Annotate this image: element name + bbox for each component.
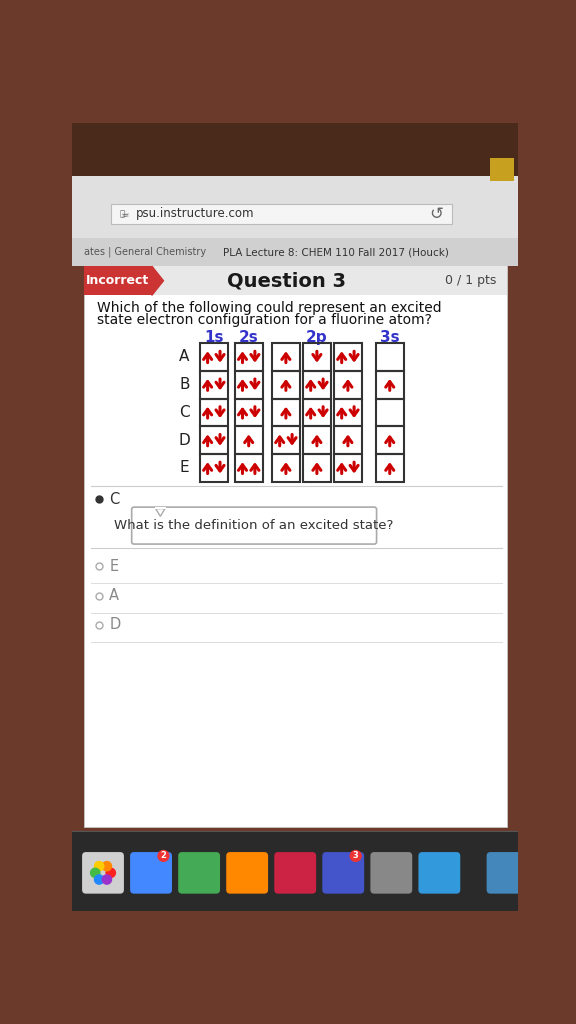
Bar — [272, 398, 300, 426]
Bar — [72, 176, 518, 238]
Bar — [334, 371, 362, 398]
Text: Which of the following could represent an excited: Which of the following could represent a… — [97, 301, 441, 314]
Text: ☕: ☕ — [120, 209, 129, 219]
Bar — [334, 343, 362, 371]
Circle shape — [106, 868, 115, 878]
Bar — [303, 371, 331, 398]
Text: What is the definition of an excited state?: What is the definition of an excited sta… — [115, 519, 394, 532]
Text: PLA Lecture 8: CHEM 110 Fall 2017 (Houck): PLA Lecture 8: CHEM 110 Fall 2017 (Houck… — [222, 247, 449, 257]
Bar — [111, 204, 452, 224]
Text: A: A — [109, 588, 119, 603]
Bar — [235, 343, 263, 371]
Bar — [200, 343, 228, 371]
FancyBboxPatch shape — [132, 507, 377, 544]
FancyBboxPatch shape — [178, 852, 220, 894]
Text: 1s: 1s — [204, 330, 223, 345]
Text: Incorrect: Incorrect — [86, 274, 149, 287]
Text: A: A — [179, 349, 190, 365]
Text: E: E — [109, 559, 118, 573]
Circle shape — [94, 861, 104, 870]
Bar — [491, 159, 514, 181]
Bar — [72, 830, 518, 833]
Text: 3s: 3s — [380, 330, 400, 345]
Bar — [376, 398, 404, 426]
Bar — [303, 398, 331, 426]
Text: state electron configuration for a fluorine atom?: state electron configuration for a fluor… — [97, 313, 431, 327]
FancyBboxPatch shape — [274, 852, 316, 894]
Bar — [303, 426, 331, 454]
Text: E: E — [180, 461, 189, 475]
Bar — [84, 266, 507, 826]
Text: 2s: 2s — [239, 330, 259, 345]
Text: 2: 2 — [161, 851, 166, 860]
Circle shape — [102, 861, 112, 870]
Text: D: D — [109, 617, 120, 633]
FancyBboxPatch shape — [323, 852, 364, 894]
Text: Question 3: Question 3 — [227, 271, 346, 290]
Bar — [376, 426, 404, 454]
FancyBboxPatch shape — [370, 852, 412, 894]
Bar — [235, 426, 263, 454]
Text: D: D — [179, 432, 190, 447]
Bar — [303, 343, 331, 371]
Bar — [272, 454, 300, 481]
Bar — [200, 426, 228, 454]
Polygon shape — [156, 509, 165, 516]
Text: 3: 3 — [353, 851, 358, 860]
Text: 🔒: 🔒 — [120, 209, 125, 218]
Text: 0 / 1 pts: 0 / 1 pts — [445, 274, 497, 287]
Bar — [272, 426, 300, 454]
Text: B: B — [179, 377, 190, 392]
Bar — [200, 454, 228, 481]
Bar — [376, 343, 404, 371]
Bar — [84, 266, 507, 295]
FancyBboxPatch shape — [82, 852, 124, 894]
Bar — [376, 371, 404, 398]
Bar — [376, 454, 404, 481]
Text: C: C — [179, 404, 190, 420]
Bar — [334, 398, 362, 426]
Bar — [334, 454, 362, 481]
Text: psu.instructure.com: psu.instructure.com — [135, 207, 254, 220]
Circle shape — [94, 874, 104, 884]
Circle shape — [350, 851, 361, 861]
Bar — [84, 266, 152, 295]
FancyBboxPatch shape — [418, 852, 460, 894]
Bar — [272, 343, 300, 371]
Text: ↺: ↺ — [429, 205, 443, 223]
Bar — [155, 508, 166, 509]
Bar — [303, 454, 331, 481]
Bar — [235, 454, 263, 481]
Circle shape — [90, 868, 100, 878]
Bar — [72, 238, 518, 266]
Text: ates | General Chemistry: ates | General Chemistry — [84, 247, 206, 257]
FancyBboxPatch shape — [130, 852, 172, 894]
Text: C: C — [109, 492, 119, 507]
Circle shape — [158, 851, 169, 861]
Polygon shape — [152, 266, 164, 295]
Bar — [334, 426, 362, 454]
Bar — [72, 123, 518, 176]
Bar — [72, 830, 518, 911]
Bar — [200, 371, 228, 398]
Text: 2p: 2p — [306, 330, 328, 345]
Circle shape — [102, 874, 112, 884]
Bar — [235, 371, 263, 398]
FancyBboxPatch shape — [487, 852, 528, 894]
Bar — [235, 398, 263, 426]
FancyBboxPatch shape — [226, 852, 268, 894]
Bar — [272, 371, 300, 398]
Bar — [200, 398, 228, 426]
